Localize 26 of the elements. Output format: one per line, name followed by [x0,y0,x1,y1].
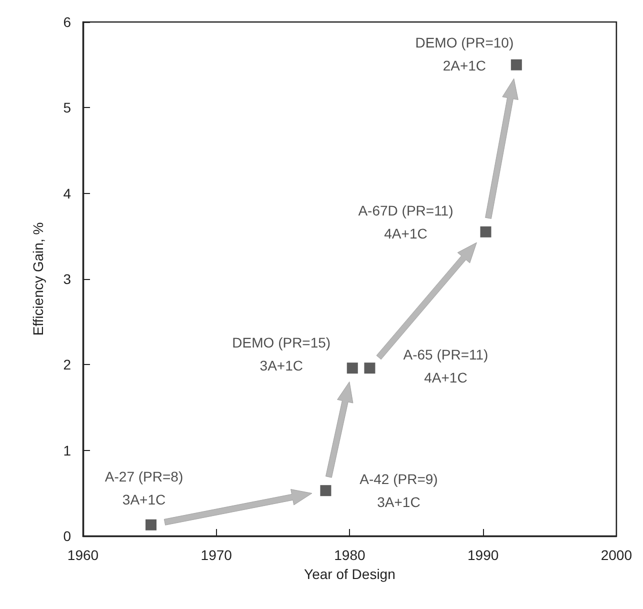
y-tick-label: 0 [63,528,72,544]
annotation: DEMO (PR=15) 3A+1C [232,334,331,374]
x-tick-label: 2000 [600,547,632,563]
x-axis-title: Year of Design [304,566,396,582]
point [510,59,522,70]
x-tick-label: 1960 [67,547,99,563]
annotation: A-42 (PR=9) 3A+1C [360,471,438,510]
y-tick-label: 6 [63,14,72,30]
point [346,362,358,374]
y-tick-label: 4 [63,185,72,202]
y-axis-title: Efficiency Gain, % [30,222,46,336]
annotation: A-27 (PR=8) 3A+1C [104,468,184,508]
point [146,519,157,530]
y-tick-label: 3 [63,271,72,287]
point [364,362,376,374]
annotation: A-67D (PR=11) 4A+1C [358,202,454,242]
point [480,226,492,238]
y-tick-label: 2 [63,356,72,373]
point [320,485,332,496]
x-tick-label: 1970 [200,547,232,563]
x-tick-label: 1990 [467,547,499,563]
y-tick-label: 5 [63,100,72,116]
x-tick-label: 1980 [334,547,366,563]
annotation: DEMO (PR=10) 2A+1C [415,34,514,74]
annotation: A-65 (PR=11) 4A+1C [403,346,488,386]
y-tick-label: 1 [63,442,72,458]
